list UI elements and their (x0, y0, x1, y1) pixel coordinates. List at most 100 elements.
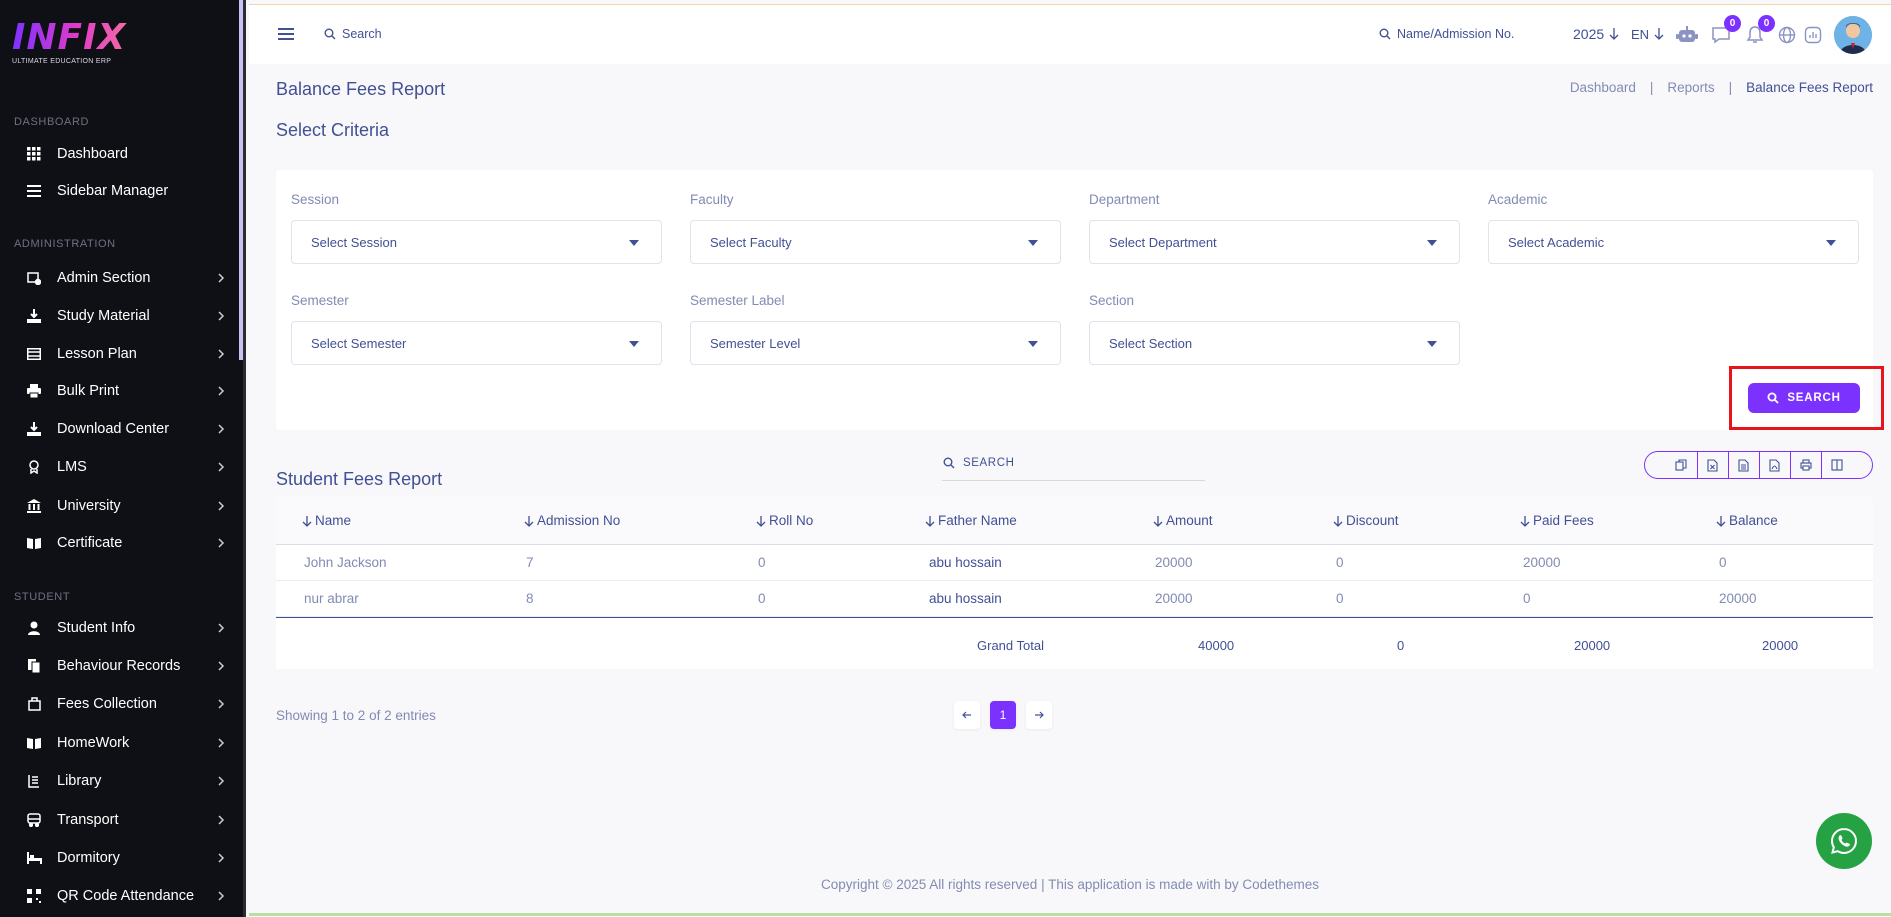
copy-button[interactable] (1666, 452, 1697, 478)
cell-balance: 0 (1719, 555, 1727, 570)
faculty-select[interactable]: Select Faculty (690, 220, 1061, 264)
sidebar-item-study-material[interactable]: Study Material (0, 301, 243, 331)
logo-subtitle: ULTIMATE EDUCATION ERP (12, 58, 112, 65)
section-label: Section (1089, 293, 1135, 308)
student-search[interactable]: Name/Admission No. (1379, 23, 1514, 45)
column-header-label: Father Name (938, 513, 1017, 528)
sort-arrow-icon (302, 515, 312, 527)
printer-icon (26, 383, 42, 399)
report-button[interactable] (1801, 23, 1825, 47)
sidebar-item-lms[interactable]: LMS (0, 452, 243, 482)
ai-assistant-button[interactable] (1675, 23, 1699, 47)
caret-down-icon (1028, 341, 1038, 347)
sidebar-item-bulk-print[interactable]: Bulk Print (0, 376, 243, 406)
sidebar-item-dormitory[interactable]: Dormitory (0, 843, 243, 873)
notification-button[interactable]: 0 (1743, 15, 1775, 47)
sidebar-item-sidebar-manager[interactable]: Sidebar Manager (0, 176, 243, 206)
previous-page-button[interactable] (954, 701, 980, 729)
pdf-button[interactable] (1758, 452, 1790, 478)
pagination: 1 (954, 701, 1052, 729)
sidebar-item-behaviour-records[interactable]: Behaviour Records (0, 651, 243, 681)
sidebar-item-student-info[interactable]: Student Info (0, 613, 243, 643)
sidebar-scrollbar[interactable] (239, 0, 243, 360)
cell-amount: 20000 (1155, 555, 1193, 570)
table-row: nur abrar 8 0 abu hossain 20000 0 0 2000… (276, 581, 1873, 617)
hamburger-menu-icon[interactable] (277, 25, 295, 43)
sidebar-item-download-center[interactable]: Download Center (0, 414, 243, 444)
table-search-input[interactable]: SEARCH (942, 446, 1205, 481)
grid-icon (26, 146, 42, 162)
cell-roll-no: 0 (758, 555, 766, 570)
academic-select[interactable]: Select Academic (1488, 220, 1859, 264)
sidebar-item-transport[interactable]: Transport (0, 805, 243, 835)
sort-arrow-icon (1520, 515, 1530, 527)
nav-section-administration: ADMINISTRATION (14, 238, 116, 250)
sidebar-item-label: Sidebar Manager (57, 183, 169, 199)
breadcrumb-reports[interactable]: Reports (1667, 80, 1715, 95)
semester-label-select[interactable]: Semester Level (690, 321, 1061, 365)
column-header-father-name[interactable]: Father Name (925, 513, 1017, 528)
sidebar-item-library[interactable]: Library (0, 766, 243, 796)
column-header-label: Admission No (537, 513, 621, 528)
table-icon (26, 346, 42, 362)
caret-down-icon (1427, 341, 1437, 347)
caret-down-icon (629, 341, 639, 347)
sidebar-item-qr-code-attendance[interactable]: QR Code Attendance (0, 881, 243, 911)
chat-button[interactable]: 0 (1709, 15, 1741, 47)
whatsapp-button[interactable] (1816, 813, 1872, 869)
print-button[interactable] (1789, 452, 1821, 478)
student-search-label: Name/Admission No. (1397, 27, 1515, 41)
app-logo[interactable]: INFIX ULTIMATE EDUCATION ERP (12, 20, 132, 70)
year-select[interactable]: 2025 (1573, 23, 1619, 45)
sidebar-item-fees-collection[interactable]: Fees Collection (0, 689, 243, 719)
column-header-discount[interactable]: Discount (1333, 513, 1399, 528)
entries-info: Showing 1 to 2 of 2 entries (276, 708, 436, 723)
user-avatar[interactable] (1834, 16, 1872, 54)
column-header-roll-no[interactable]: Roll No (756, 513, 813, 528)
language-select[interactable]: EN (1631, 23, 1664, 45)
cell-name: John Jackson (304, 555, 387, 570)
column-header-paid-fees[interactable]: Paid Fees (1520, 513, 1594, 528)
sidebar-item-label: Student Info (57, 620, 136, 636)
session-select[interactable]: Select Session (291, 220, 662, 264)
breadcrumb-separator: | (1728, 80, 1733, 95)
column-visibility-button[interactable] (1820, 452, 1852, 478)
chevron-right-icon (218, 462, 225, 472)
breadcrumb-dashboard[interactable]: Dashboard (1569, 80, 1636, 95)
columns-icon (1830, 459, 1843, 471)
next-page-button[interactable] (1026, 701, 1052, 729)
chevron-right-icon (218, 386, 225, 396)
file-icon (26, 658, 42, 674)
sort-arrow-icon (524, 515, 534, 527)
cell-paid-fees: 0 (1523, 591, 1531, 606)
search-button[interactable]: SEARCH (1748, 383, 1860, 413)
column-header-amount[interactable]: Amount (1153, 513, 1213, 528)
column-header-balance[interactable]: Balance (1716, 513, 1778, 528)
excel-button[interactable] (1696, 452, 1728, 478)
sort-arrow-icon (1333, 515, 1343, 527)
sidebar-item-dashboard[interactable]: Dashboard (0, 139, 243, 169)
department-select[interactable]: Select Department (1089, 220, 1460, 264)
total-paid-fees: 20000 (1574, 638, 1611, 653)
language-value: EN (1631, 26, 1650, 42)
column-header-admission-no[interactable]: Admission No (524, 513, 620, 528)
csv-button[interactable] (1727, 452, 1759, 478)
sort-arrow-icon (756, 515, 766, 527)
sidebar-item-label: Admin Section (57, 270, 151, 286)
sidebar-item-university[interactable]: University (0, 491, 243, 521)
website-button[interactable] (1775, 23, 1799, 47)
sidebar-item-label: Study Material (57, 308, 150, 324)
global-search[interactable]: Search (324, 23, 382, 45)
semester-select[interactable]: Select Semester (291, 321, 662, 365)
table-header: Name Admission No Roll No Father Name Am… (276, 497, 1873, 545)
sidebar-item-lesson-plan[interactable]: Lesson Plan (0, 339, 243, 369)
section-select[interactable]: Select Section (1089, 321, 1460, 365)
sidebar-item-certificate[interactable]: Certificate (0, 528, 243, 558)
page-button-current[interactable]: 1 (990, 701, 1016, 729)
sidebar-item-admin-section[interactable]: Admin Section (0, 263, 243, 293)
search-icon (1379, 28, 1391, 40)
pdf-icon (1769, 458, 1780, 472)
column-header-name[interactable]: Name (302, 513, 351, 528)
sidebar-item-homework[interactable]: HomeWork (0, 728, 243, 758)
sidebar-item-label: Behaviour Records (57, 658, 181, 674)
